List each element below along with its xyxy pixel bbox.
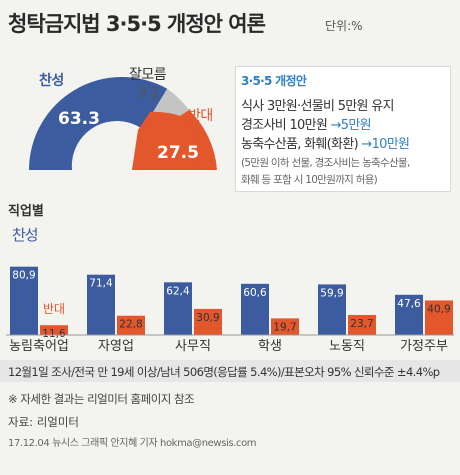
gauge-unknown-label: 잘모름 — [129, 67, 167, 83]
bar-oppose — [117, 315, 145, 335]
bar-approve — [87, 274, 115, 335]
category-label: 가정주부 — [400, 339, 448, 354]
bar-value-label: 19,7 — [273, 321, 296, 333]
section-title: 직업별 — [8, 204, 44, 219]
info-line-3-text: 농축수산품, 화훼(화환) — [241, 137, 362, 152]
gauge-chart — [0, 76, 235, 200]
credit-label: 17.12.04 뉴시스 그래픽 안지혜 기자 hokma@newsis.com — [8, 438, 257, 449]
survey-footnote: 12월1일 조사/전국 만 19세 이상/남녀 506명(응답률 5.4%)/표… — [8, 365, 440, 379]
bar-value-label: 23,7 — [350, 318, 373, 330]
info-box-title: 3·5·5 개정안 — [241, 74, 307, 88]
bar-approve — [10, 266, 38, 335]
bar-approve — [164, 282, 192, 335]
category-label: 자영업 — [98, 339, 134, 354]
reference-note: ※ 자세한 결과는 리얼미터 홈페이지 참조 — [8, 392, 195, 406]
unit-label: 단위:% — [325, 19, 363, 33]
gauge-approve-value: 63.3 — [58, 109, 100, 129]
category-label: 학생 — [258, 339, 282, 354]
info-box: 3·5·5 개정안 식사 3만원·선물비 5만원 유지 경조사비 10만원 →5… — [235, 66, 451, 192]
bar-approve — [395, 294, 423, 335]
bar-value-label: 30,9 — [196, 312, 219, 324]
bar-oppose — [425, 300, 453, 335]
info-line-3-change: →10만원 — [361, 137, 410, 152]
category-label: 노동직 — [329, 339, 365, 354]
gauge-unknown-value: 9.2 — [138, 86, 159, 101]
bar-value-label: 47,6 — [397, 298, 421, 310]
bar-value-label: 62,4 — [166, 285, 190, 297]
bar-value-label: 80,9 — [12, 270, 35, 282]
bar-value-label: 22,8 — [119, 319, 142, 331]
info-line-5: 화훼 등 포함 시 10만원까지 허용) — [241, 174, 378, 186]
gauge-oppose-wedge — [132, 111, 196, 170]
info-line-2-change: →5만원 — [330, 118, 372, 133]
gauge-oppose-value: 27.5 — [157, 143, 199, 163]
bar-value-label: 40,9 — [427, 303, 450, 315]
info-line-3: 농축수산품, 화훼(화환) →10만원 — [241, 133, 410, 152]
bar-oppose — [40, 325, 68, 335]
legend-approve: 찬성 — [12, 226, 39, 244]
bar-value-label: 71,4 — [89, 278, 113, 290]
category-label: 농림축어업 — [9, 339, 69, 354]
info-line-2: 경조사비 10만원 →5만원 — [241, 114, 372, 133]
info-line-1: 식사 3만원·선물비 5만원 유지 — [241, 99, 394, 114]
bar-oppose — [194, 308, 222, 335]
bar-oppose — [348, 314, 376, 335]
source-label: 자료: 리얼미터 — [8, 415, 80, 429]
category-label: 사무직 — [175, 339, 211, 354]
bar-value-label: 59,9 — [320, 287, 343, 299]
bar-value-label: 11,6 — [42, 328, 66, 340]
page-title: 청탁금지법 3·5·5 개정안 여론 — [8, 12, 266, 36]
bar-approve — [241, 283, 269, 335]
gauge-oppose-label: 반대 — [188, 108, 213, 124]
legend-oppose: 반대 — [43, 302, 65, 316]
info-line-4: (5만원 이하 선물, 경조사비는 농축수산물, — [241, 157, 410, 169]
gauge-approve-label: 찬성 — [39, 73, 64, 89]
bar-value-label: 60,6 — [243, 287, 267, 299]
survey-footnote-bar: 12월1일 조사/전국 만 19세 이상/남녀 506명(응답률 5.4%)/표… — [0, 360, 460, 382]
bar-approve — [318, 284, 346, 335]
info-line-2-text: 경조사비 10만원 — [241, 118, 331, 133]
gauge-approve-arc — [28, 76, 168, 170]
bar-oppose — [271, 318, 299, 335]
